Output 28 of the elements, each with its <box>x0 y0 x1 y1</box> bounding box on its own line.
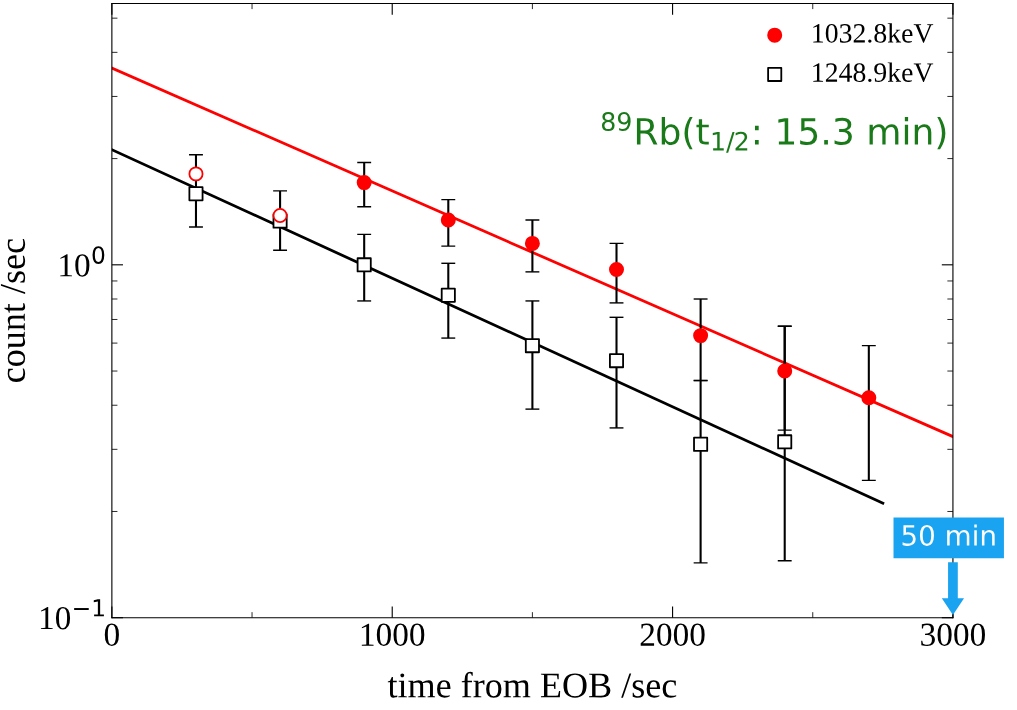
point <box>440 212 456 228</box>
y-tick-label: 10$^{−1}$ <box>40 599 104 630</box>
point <box>440 287 456 303</box>
legend-label: 1032.8keV <box>813 23 934 43</box>
legend-label: 1248.9keV <box>813 62 934 83</box>
point <box>861 390 877 406</box>
point <box>272 207 288 223</box>
point <box>693 436 709 452</box>
point <box>609 353 624 369</box>
x-tick-label: 0 <box>104 623 119 647</box>
x-axis-title: time from EOB /sec <box>387 671 677 698</box>
y-axis-title: count /sec <box>0 239 26 382</box>
annotation: 50 min <box>902 524 995 546</box>
annotation: $^{89}$Rb(t$_{1/2}$: 15.3 min) <box>601 111 946 153</box>
point <box>777 363 793 379</box>
point <box>524 338 540 354</box>
point <box>188 186 204 202</box>
point <box>609 261 624 277</box>
x-tick-label: 3000 <box>921 623 985 647</box>
point <box>693 328 709 344</box>
point <box>524 235 540 251</box>
point <box>777 434 793 450</box>
y-tick-label: 10$^{0}$ <box>60 246 105 277</box>
point <box>356 175 372 191</box>
x-tick-label: 2000 <box>640 623 705 647</box>
point <box>188 166 204 182</box>
x-tick-label: 1000 <box>361 623 425 647</box>
point <box>356 257 372 273</box>
